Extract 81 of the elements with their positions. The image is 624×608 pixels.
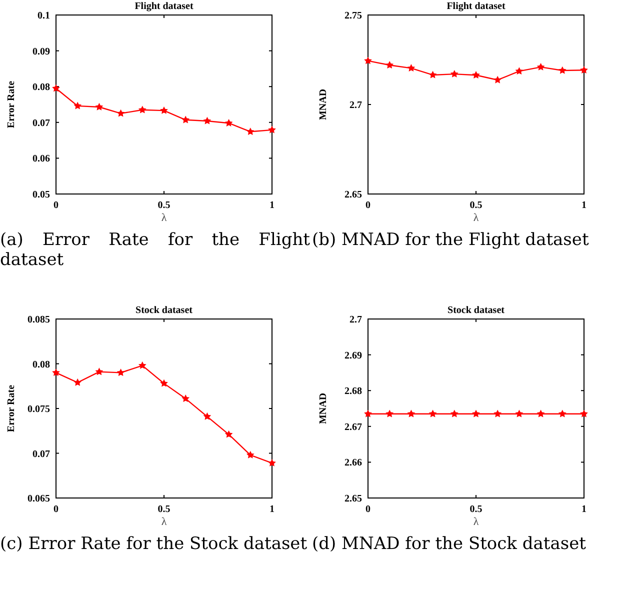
y-tick-label: 2.69 (344, 350, 362, 362)
point (204, 117, 211, 124)
y-tick-label: 2.7 (350, 314, 362, 326)
x-axis-title: λ (161, 516, 168, 528)
text: (b) MNAD for the Flight dataset (312, 230, 590, 250)
y-tick-label: 0.065 (28, 494, 50, 504)
chart-title: Stock dataset (136, 305, 194, 316)
point (429, 71, 436, 78)
y-tick-label: 2.7 (350, 100, 362, 111)
point (74, 379, 81, 386)
point (408, 64, 415, 72)
x-tick-label: 1 (582, 200, 586, 211)
text: (c) Error Rate for the Stock dataset (0, 534, 308, 554)
y-tick-label: 0.06 (32, 154, 50, 165)
point (96, 104, 103, 110)
y-axis-title: MNAD (318, 88, 329, 120)
point (225, 120, 232, 126)
point (268, 126, 276, 133)
y-tick-label: 2.65 (344, 494, 362, 504)
chart-title: Flight dataset (134, 1, 194, 12)
y-tick-label: 2.68 (344, 386, 362, 398)
y-tick-label: 0.075 (28, 404, 50, 415)
x-tick-label: 1 (582, 504, 586, 515)
point (559, 66, 566, 74)
point (160, 380, 168, 386)
point (52, 84, 60, 92)
point (225, 430, 232, 438)
text: (a) Error Rate for the Flight dataset (0, 230, 310, 270)
y-tick-label: 0.07 (32, 118, 50, 129)
x-tick-label: 0.5 (470, 504, 482, 515)
x-tick-label: 0 (366, 504, 370, 515)
point (52, 369, 60, 376)
point (204, 413, 211, 420)
point (160, 107, 168, 114)
x-axis-title: λ (473, 516, 480, 528)
point (74, 102, 81, 109)
point (182, 116, 189, 123)
point (117, 110, 124, 116)
x-tick-label: 0.5 (158, 200, 170, 211)
point (451, 70, 458, 77)
point (139, 106, 146, 113)
y-tick-label: 2.66 (344, 458, 362, 469)
text: (d) MNAD for the Stock dataset (312, 534, 587, 554)
y-tick-label: 0.08 (32, 359, 50, 370)
point (386, 62, 393, 68)
x-axis-title: λ (161, 212, 168, 224)
y-tick-label: 2.75 (344, 10, 362, 22)
y-tick-label: 0.07 (32, 448, 50, 460)
x-tick-label: 0.5 (158, 504, 170, 515)
point (364, 57, 372, 64)
y-tick-label: 0.05 (32, 190, 50, 200)
y-tick-label: 2.65 (344, 190, 362, 200)
point (247, 452, 254, 458)
y-axis-title: MNAD (318, 392, 329, 424)
x-tick-label: 0 (366, 200, 370, 211)
point (472, 72, 480, 78)
point (117, 369, 124, 376)
point (139, 362, 146, 368)
point (96, 368, 103, 375)
x-axis-title: λ (473, 212, 480, 224)
x-tick-label: 1 (270, 504, 274, 515)
x-tick-label: 1 (270, 200, 274, 211)
chart-title: Stock dataset (448, 305, 506, 316)
point (268, 460, 276, 466)
point (580, 66, 588, 74)
y-axis-title: Error Rate (6, 384, 17, 432)
chart-title: Flight dataset (446, 1, 506, 12)
point (494, 76, 501, 83)
x-tick-label: 0 (54, 504, 58, 515)
y-tick-label: 0.09 (32, 46, 50, 58)
point (247, 128, 254, 135)
point (516, 68, 523, 74)
point (537, 64, 544, 70)
x-tick-label: 0.5 (470, 200, 482, 211)
x-tick-label: 0 (54, 200, 58, 211)
y-axis-title: Error Rate (6, 80, 17, 128)
y-tick-label: 2.67 (344, 422, 362, 433)
y-tick-label: 0.1 (38, 10, 50, 22)
y-tick-label: 0.08 (32, 82, 50, 94)
point (182, 395, 189, 402)
y-tick-label: 0.085 (28, 314, 50, 326)
